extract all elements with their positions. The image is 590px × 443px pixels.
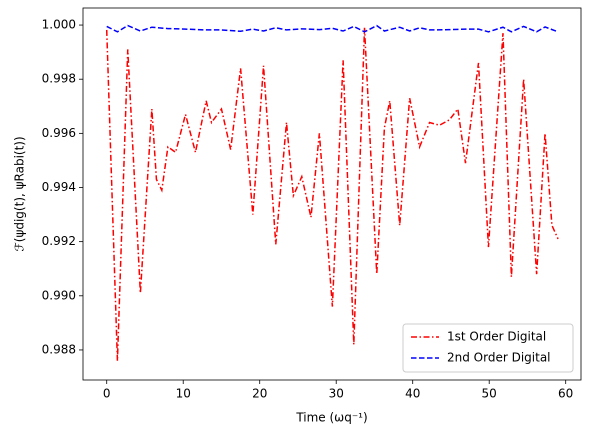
x-tick-label: 10 [176, 387, 191, 401]
legend-box [402, 323, 574, 373]
legend-label: 1st Order Digital [447, 330, 546, 344]
legend-label: 2nd Order Digital [447, 351, 551, 365]
x-tick-label: 60 [558, 387, 573, 401]
x-tick-label: 0 [103, 387, 111, 401]
x-tick-label: 40 [405, 387, 420, 401]
y-axis-label: ℱ(ψdig(t), ψRabi(t)) [13, 136, 27, 251]
x-tick-label: 20 [252, 387, 267, 401]
x-tick-label: 50 [482, 387, 497, 401]
y-tick-label: 0.988 [42, 342, 76, 356]
x-axis-label: Time (ωq⁻¹) [295, 411, 367, 425]
y-tick-label: 0.990 [42, 288, 76, 302]
y-tick-label: 0.994 [42, 180, 76, 194]
y-tick-label: 0.992 [42, 234, 76, 248]
series-line [105, 27, 559, 361]
y-tick-label: 0.998 [42, 72, 76, 86]
series-line [106, 24, 559, 33]
x-tick-label: 30 [329, 387, 344, 401]
plot-frame [82, 7, 582, 381]
y-tick-label: 0.996 [42, 126, 76, 140]
y-tick-label: 1.000 [42, 18, 76, 32]
